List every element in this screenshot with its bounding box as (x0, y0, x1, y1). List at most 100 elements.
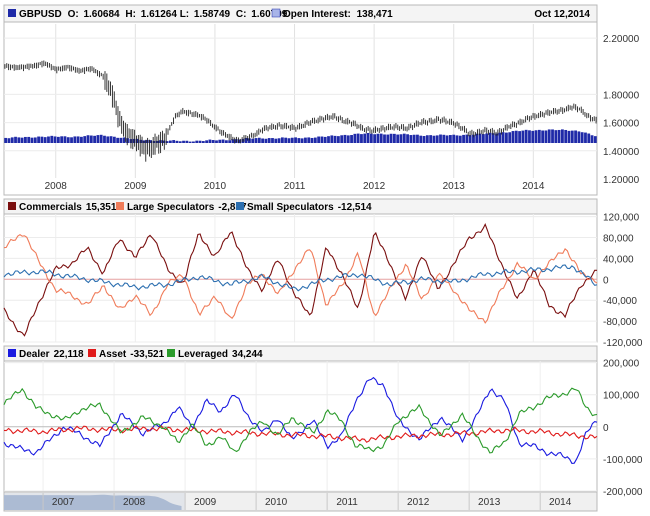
tff-series-dealer (3, 376, 598, 464)
open-interest-bar (274, 138, 278, 144)
open-interest-bar (327, 136, 330, 144)
cot-header-band (3, 198, 598, 215)
cot-y-tick-label: 120,000 (603, 213, 640, 224)
navigator-strip: 2007 2008 2009 2010 2011 2012 2013 2014 (4, 493, 572, 510)
open-interest-bar (277, 138, 281, 144)
tff-header-band (3, 345, 598, 362)
navigator-area (4, 494, 182, 510)
open-interest-bar (33, 137, 37, 144)
open-interest-bar (369, 133, 373, 144)
open-interest-bar (297, 138, 301, 144)
open-interest-bar (109, 136, 113, 144)
open-interest-bar (498, 132, 502, 144)
navigator-year-label: 2009 (194, 497, 217, 508)
open-interest-bar (192, 141, 195, 144)
navigator-year-label: 2013 (478, 497, 501, 508)
open-interest-bar (534, 130, 538, 144)
open-interest-bar (363, 133, 367, 144)
open-interest-bar (40, 136, 44, 144)
open-interest-bar (360, 134, 363, 144)
oi-legend-swatch (271, 8, 281, 18)
open-interest-bar (577, 131, 581, 144)
open-interest-bar (106, 136, 110, 144)
open-interest-bar (165, 141, 169, 144)
open-interest-bar (590, 135, 594, 144)
open-interest-bar (574, 130, 577, 144)
open-interest-bar (336, 136, 340, 144)
tff-series-asset (3, 425, 598, 443)
open-interest-bar (386, 134, 390, 144)
open-interest-bar (442, 134, 446, 144)
open-interest-bar (399, 134, 403, 144)
tff-y-tick-label: 0 (603, 423, 609, 434)
open-interest-bar (406, 134, 409, 144)
tff-legend: Dealer 22,118 Asset -33,521 Leveraged 34,24… (8, 349, 263, 360)
price-y-tick-label: 1.20000 (603, 175, 640, 186)
as-of-date: Oct 12,2014 (534, 9, 590, 20)
open-interest-bar (198, 140, 202, 144)
open-interest-bar (182, 140, 185, 144)
open-interest-series (4, 129, 597, 144)
cot-y-tick-label: 40,000 (603, 254, 634, 265)
open-interest-bar (409, 135, 413, 144)
open-interest-bar (228, 140, 232, 144)
open-interest-bar (20, 137, 24, 144)
cot-y-tick-label: -40,000 (603, 296, 637, 307)
open-interest-bar (178, 141, 182, 144)
open-interest-bar (96, 135, 100, 144)
open-interest-bar (435, 135, 439, 144)
open-interest-bar (261, 138, 265, 144)
open-interest-bar (488, 132, 492, 144)
open-interest-bar (419, 135, 423, 144)
cot-y-tick-label: 0 (603, 275, 609, 286)
open-interest-bar (152, 141, 156, 144)
open-interest-bar (248, 138, 251, 144)
open-interest-bar (136, 138, 139, 144)
open-interest-bar (60, 136, 64, 144)
open-interest-bar (162, 140, 166, 144)
navigator-year-label: 2010 (265, 497, 288, 508)
open-interest-bar (485, 133, 489, 144)
price-y-tick-label: 1.40000 (603, 147, 640, 158)
open-interest-bar (313, 137, 317, 144)
open-interest-bar (455, 135, 459, 144)
open-interest-bar (287, 138, 291, 144)
open-interest-bar (587, 133, 591, 144)
open-interest-bar (83, 136, 87, 144)
open-interest-bar (468, 135, 472, 144)
open-interest-bar (50, 135, 54, 144)
open-interest-bar (481, 134, 485, 144)
tff-series-leveraged (3, 387, 598, 454)
open-interest-bar (514, 130, 518, 144)
open-interest-bar (396, 134, 400, 144)
navigator-window (4, 493, 186, 510)
open-interest-bar (422, 136, 426, 144)
open-interest-bar (47, 136, 50, 144)
open-interest-bar (30, 137, 34, 144)
open-interest-bar (346, 135, 350, 144)
open-interest-bar (10, 137, 14, 144)
open-interest-bar (112, 136, 116, 144)
open-interest-bar (231, 139, 235, 144)
open-interest-bar (149, 140, 153, 144)
open-interest-bar (593, 136, 597, 144)
open-interest-bar (432, 135, 436, 144)
open-interest-bar (392, 133, 396, 144)
open-interest-bar (495, 133, 498, 144)
open-interest-bar (300, 138, 304, 144)
open-interest-bar (580, 132, 584, 144)
open-interest-bar (172, 140, 176, 144)
price-legend-swatch (8, 9, 16, 17)
open-interest-bar (267, 138, 271, 144)
open-interest-bar (491, 133, 495, 144)
open-interest-bar (521, 130, 525, 144)
open-interest-bar (505, 132, 508, 144)
open-interest-bar (86, 135, 90, 144)
price-x-tick-label: 2010 (204, 181, 227, 192)
svg-text:Large Speculators-2,837: Large Speculators -2,837 (127, 202, 247, 213)
open-interest-bar (304, 137, 307, 144)
open-interest-bar (551, 129, 554, 144)
open-interest-bar (439, 134, 442, 144)
